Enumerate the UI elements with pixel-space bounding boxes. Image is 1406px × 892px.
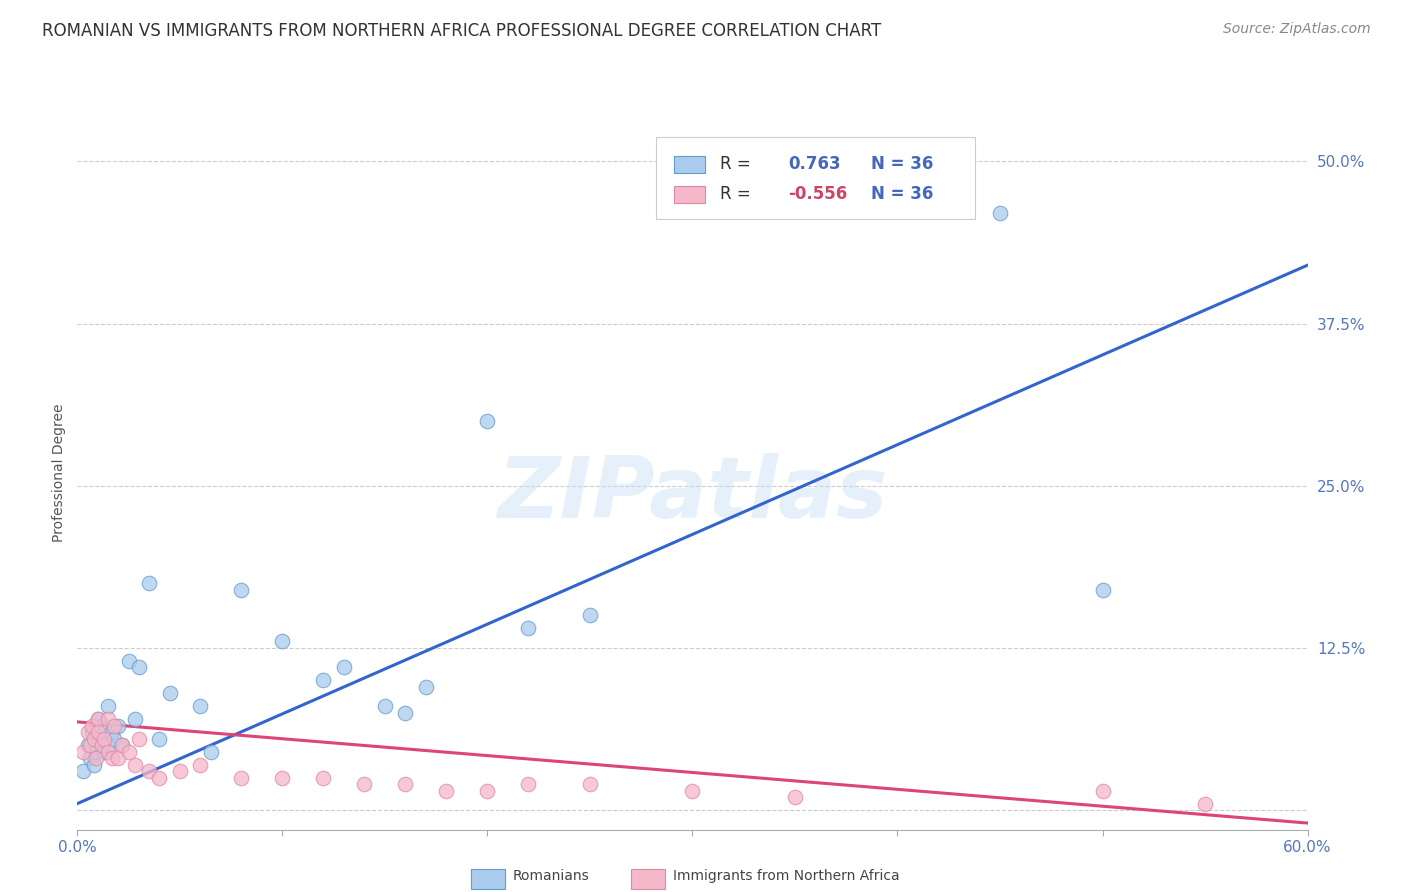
Y-axis label: Professional Degree: Professional Degree [52,403,66,542]
Point [90,719,114,733]
Point [312,771,335,785]
Text: Romanians: Romanians [513,869,589,883]
Point [97,738,120,752]
Point [117,745,139,759]
Point [90,738,114,752]
Point [87,731,110,746]
Text: ROMANIAN VS IMMIGRANTS FROM NORTHERN AFRICA PROFESSIONAL DEGREE CORRELATION CHAR: ROMANIAN VS IMMIGRANTS FROM NORTHERN AFR… [42,22,882,40]
Point [436,783,458,797]
Point [188,699,212,714]
Point [97,712,120,726]
Point [394,777,416,791]
Point [333,660,356,674]
Point [271,634,294,648]
Point [76,738,98,752]
Point [101,725,124,739]
Text: Source: ZipAtlas.com: Source: ZipAtlas.com [1223,22,1371,37]
Point [579,777,602,791]
Text: -0.556: -0.556 [789,186,848,203]
Point [988,206,1011,220]
Point [477,414,499,428]
Point [231,771,253,785]
Point [80,725,103,739]
Point [477,783,499,797]
Point [374,699,396,714]
Point [312,673,335,688]
Point [159,686,181,700]
Point [169,764,191,779]
Point [87,725,110,739]
Point [1194,797,1216,811]
Point [97,699,120,714]
Point [111,738,134,752]
Text: N = 36: N = 36 [870,155,934,173]
Point [128,731,150,746]
Point [107,751,129,765]
Text: N = 36: N = 36 [870,186,934,203]
Text: R =: R = [720,186,755,203]
Point [682,783,704,797]
Point [200,745,222,759]
Text: Immigrants from Northern Africa: Immigrants from Northern Africa [673,869,900,883]
Point [783,790,806,805]
Point [83,757,105,772]
Point [79,738,101,752]
Bar [673,155,704,173]
Point [72,764,94,779]
Point [517,777,540,791]
Point [79,751,101,765]
Point [1091,582,1114,597]
Point [138,576,160,591]
Point [111,738,134,752]
Point [415,680,437,694]
Bar [471,869,506,888]
Point [84,751,107,765]
Point [1091,783,1114,797]
Point [101,751,124,765]
Point [124,712,146,726]
Point [107,719,129,733]
Point [231,582,253,597]
Point [117,654,139,668]
Point [353,777,375,791]
Point [84,745,107,759]
Text: R =: R = [720,155,755,173]
Point [103,731,125,746]
Text: ZIPatlas: ZIPatlas [498,452,887,536]
Point [138,764,160,779]
Point [72,745,94,759]
Text: 0.763: 0.763 [789,155,841,173]
Point [93,745,115,759]
Point [148,731,170,746]
Point [579,608,602,623]
Point [148,771,170,785]
Point [188,757,212,772]
Point [97,745,120,759]
Point [83,731,105,746]
Point [93,731,115,746]
Point [87,712,110,726]
Point [103,719,125,733]
Point [128,660,150,674]
Point [271,771,294,785]
Point [76,725,98,739]
Point [80,719,103,733]
Point [394,706,416,720]
Point [87,712,110,726]
Point [517,622,540,636]
Bar [673,186,704,203]
Point [124,757,146,772]
FancyBboxPatch shape [655,137,976,219]
Bar [631,869,665,888]
